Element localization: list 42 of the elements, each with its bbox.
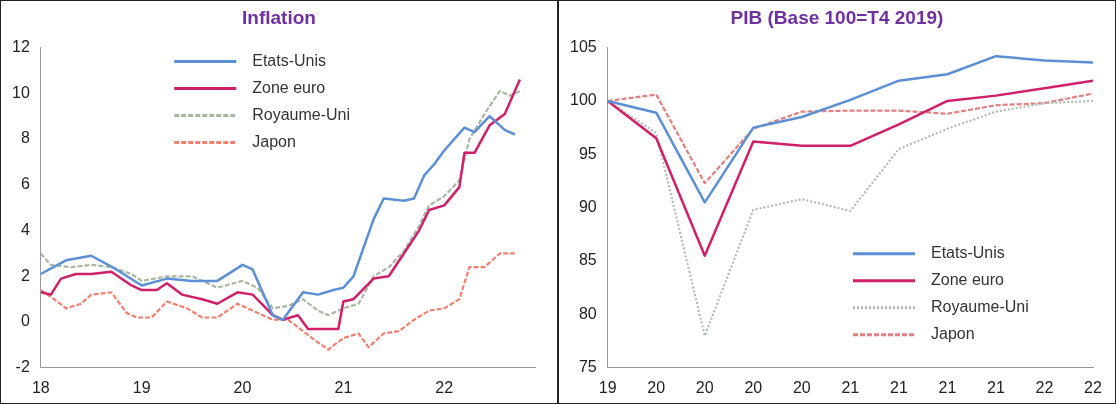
legend-label: Japon — [252, 133, 296, 151]
x-tick-label: 20 — [744, 378, 763, 396]
chart-title: Inflation — [241, 6, 317, 30]
y-tick-label: 100 — [569, 91, 597, 109]
y-tick-label: 10 — [12, 83, 30, 101]
legend-label: Zone euro — [931, 271, 1005, 289]
y-tick-label: 95 — [578, 144, 597, 162]
y-tick-label: 12 — [12, 38, 30, 56]
legend-label: Royaume-Uni — [252, 106, 351, 124]
x-tick-label: 20 — [647, 378, 666, 396]
y-tick-label: 85 — [578, 251, 597, 269]
x-tick-label: 21 — [889, 378, 908, 396]
y-tick-label: -2 — [15, 358, 30, 376]
y-tick-label: 8 — [20, 129, 30, 147]
x-tick-label: 21 — [938, 378, 957, 396]
x-tick-label: 20 — [792, 378, 811, 396]
legend-label: Zone euro — [252, 79, 326, 97]
y-tick-label: 6 — [20, 175, 30, 193]
x-tick-label: 21 — [334, 378, 353, 396]
line-series — [40, 252, 516, 351]
chart-title: PIB (Base 100=T4 2019) — [729, 6, 945, 30]
y-tick-label: 0 — [20, 312, 30, 330]
x-tick-label: 20 — [233, 378, 252, 396]
x-tick-label: 20 — [695, 378, 714, 396]
legend-label: Etats-Unis — [931, 244, 1005, 262]
x-tick-label: 19 — [132, 378, 151, 396]
y-tick-label: 105 — [569, 38, 597, 56]
x-tick-label: 21 — [987, 378, 1005, 396]
x-tick-label: 21 — [841, 378, 860, 396]
legend-label: Royaume-Uni — [931, 298, 1029, 316]
y-tick-label: 90 — [578, 198, 597, 216]
legend-label: Japon — [931, 325, 975, 343]
y-tick-label: 75 — [578, 358, 597, 376]
x-tick-label: 22 — [1035, 378, 1054, 396]
y-tick-label: 80 — [578, 304, 597, 322]
x-tick-label: 19 — [598, 378, 617, 396]
x-tick-label: 22 — [1084, 378, 1102, 396]
y-tick-label: 4 — [20, 220, 30, 238]
x-tick-label: 22 — [435, 378, 454, 396]
legend-label: Etats-Unis — [252, 52, 327, 70]
y-tick-label: 2 — [20, 266, 30, 284]
x-tick-label: 18 — [31, 378, 50, 396]
